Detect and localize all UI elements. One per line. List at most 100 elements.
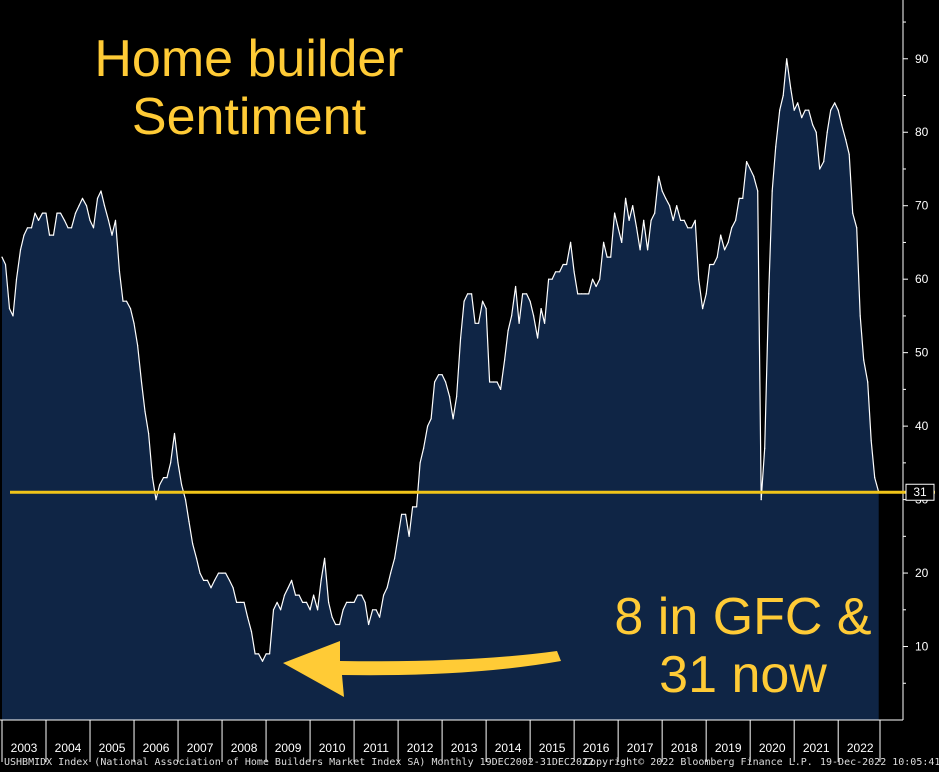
data-point (793, 109, 795, 111)
data-point (328, 601, 330, 604)
data-point (364, 601, 366, 604)
x-tick-label: 2022 (847, 741, 874, 755)
data-point (529, 300, 531, 302)
data-point (768, 293, 770, 295)
data-point (485, 308, 487, 310)
x-tick-label: 2021 (803, 741, 830, 755)
data-point (37, 219, 40, 221)
x-tick-label: 2019 (715, 741, 742, 755)
data-point (804, 109, 806, 111)
data-point (269, 653, 271, 655)
data-point (133, 322, 135, 324)
data-point (48, 234, 51, 236)
data-point (8, 308, 11, 310)
data-point (67, 227, 69, 229)
data-point (650, 219, 652, 221)
data-point (111, 234, 113, 236)
data-point (661, 190, 663, 192)
data-point (735, 219, 737, 221)
data-point (427, 425, 429, 427)
data-point (683, 219, 685, 221)
data-point (280, 609, 282, 611)
data-point (680, 219, 682, 221)
data-point (537, 337, 539, 339)
data-point (361, 594, 363, 596)
data-point (34, 212, 36, 214)
data-point (702, 308, 704, 310)
data-point (324, 557, 326, 560)
data-point (107, 219, 110, 221)
data-point (533, 315, 535, 317)
data-point (691, 227, 693, 229)
data-point (217, 572, 220, 574)
data-point (716, 256, 718, 258)
data-point (309, 609, 311, 611)
data-point (258, 653, 260, 655)
data-point (394, 557, 396, 560)
data-point (74, 212, 77, 214)
data-point (731, 227, 733, 229)
data-point (96, 197, 99, 199)
data-point (757, 190, 759, 192)
data-point (401, 513, 403, 515)
data-point (621, 241, 623, 243)
data-point (669, 205, 671, 207)
data-point (570, 241, 572, 243)
data-point (460, 337, 462, 339)
data-point (114, 219, 117, 221)
data-point (397, 535, 399, 537)
data-point (85, 205, 88, 207)
data-point (749, 168, 751, 170)
data-point (339, 623, 341, 626)
data-point (56, 212, 58, 214)
data-point (559, 271, 561, 273)
data-point (566, 263, 568, 266)
data-point (771, 190, 773, 192)
data-point (753, 175, 755, 177)
data-point (573, 271, 575, 273)
data-point (676, 205, 678, 207)
data-point (665, 197, 667, 199)
data-point (834, 102, 836, 104)
data-point (188, 521, 190, 523)
data-point (383, 594, 385, 596)
y-tick-label: 80 (915, 125, 929, 139)
data-point (379, 616, 381, 618)
data-point (625, 197, 627, 199)
data-point (522, 293, 524, 295)
data-point (856, 227, 858, 229)
data-point (746, 161, 748, 163)
y-tick-label: 20 (915, 566, 929, 580)
data-point (500, 388, 502, 390)
data-point (826, 131, 828, 133)
data-point (544, 322, 546, 324)
current-value-badge (905, 483, 935, 501)
data-point (125, 300, 128, 302)
data-point (228, 579, 231, 582)
data-point (812, 124, 814, 126)
data-point (760, 499, 762, 501)
data-point (456, 396, 458, 398)
data-point (368, 623, 370, 626)
data-point (449, 396, 451, 398)
data-point (599, 278, 601, 280)
y-tick-label: 50 (915, 346, 929, 360)
data-point (639, 249, 641, 251)
data-point (250, 631, 253, 633)
data-point (727, 241, 729, 243)
data-point (239, 601, 242, 604)
series-line (1, 58, 880, 662)
data-point (30, 227, 33, 229)
data-point (430, 418, 432, 420)
data-point (320, 579, 322, 582)
data-point (434, 381, 436, 383)
data-point (515, 285, 517, 288)
data-point (445, 381, 447, 383)
data-point (19, 249, 22, 251)
data-point (870, 440, 872, 442)
data-point (837, 109, 839, 111)
data-point (438, 374, 440, 376)
data-point (386, 587, 388, 589)
data-point (103, 205, 106, 207)
data-point (801, 117, 803, 119)
